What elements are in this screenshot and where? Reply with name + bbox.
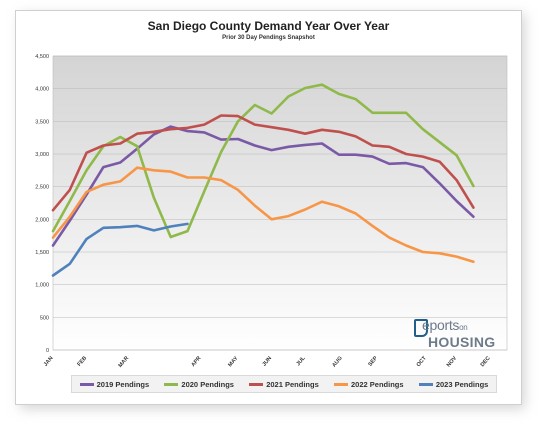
x-tick-label: AUG bbox=[331, 355, 343, 368]
gridlines bbox=[53, 55, 507, 351]
legend-item: 2021 Pendings bbox=[249, 380, 319, 389]
legend-item: 2023 Pendings bbox=[418, 379, 489, 389]
reports-on-housing-logo: eportson HOUSING bbox=[414, 317, 514, 357]
logo-line2: HOUSING bbox=[428, 334, 496, 350]
legend-swatch bbox=[164, 382, 179, 386]
y-tick-label: 1,000 bbox=[35, 283, 49, 289]
chart-title: San Diego County Demand Year Over Year bbox=[147, 19, 390, 33]
x-tick-label: DEC bbox=[480, 355, 492, 368]
series-line bbox=[51, 166, 475, 264]
legend-label: 2020 Pendings bbox=[181, 379, 234, 389]
y-tick-label: 3,000 bbox=[35, 152, 49, 158]
x-tick-label: JAN bbox=[43, 355, 55, 367]
chart-legend: 2019 Pendings 2020 Pendings 2021 Pendings 2… bbox=[71, 375, 497, 393]
plot-area bbox=[52, 55, 508, 351]
series-line bbox=[51, 222, 189, 277]
y-tick-label: 4,000 bbox=[35, 87, 49, 93]
legend-swatch bbox=[418, 382, 433, 386]
x-tick-label: MAR bbox=[118, 355, 131, 368]
series-line bbox=[51, 125, 475, 247]
x-axis: JAN FEB MAR APR MAY JUN JUL AUG SEP OCT NOV DEC bbox=[43, 355, 492, 369]
chart-card: San Diego County Demand Year Over Year P… bbox=[15, 10, 522, 405]
y-tick-label: 1,500 bbox=[35, 250, 49, 256]
series-lines bbox=[51, 83, 475, 277]
y-tick-label: 0 bbox=[46, 348, 49, 354]
y-tick-label: 3,500 bbox=[35, 119, 49, 125]
legend-item: 2019 Pendings bbox=[79, 379, 150, 389]
x-tick-label: FEB bbox=[76, 355, 88, 367]
legend-label: 2019 Pendings bbox=[96, 379, 150, 389]
legend-swatch bbox=[79, 382, 94, 386]
legend-item: 2022 Pendings bbox=[334, 380, 404, 389]
legend-swatch bbox=[249, 382, 264, 386]
y-axis: 0 500 1,000 1,500 2,000 2,500 3,000 3,500 4,000 4… bbox=[35, 54, 49, 354]
r-logo-mark bbox=[414, 319, 428, 337]
legend-label: 2023 Pendings bbox=[435, 379, 489, 389]
y-tick-label: 500 bbox=[40, 315, 49, 321]
y-tick-label: 4,500 bbox=[35, 54, 49, 60]
x-tick-label: SEP bbox=[367, 355, 379, 368]
y-tick-label: 2,500 bbox=[35, 185, 49, 191]
legend-swatch bbox=[334, 382, 349, 386]
series-line bbox=[51, 83, 475, 239]
x-tick-label: APR bbox=[190, 355, 202, 368]
legend-label: 2021 Pendings bbox=[266, 379, 319, 389]
logo-line1: eportson bbox=[422, 317, 468, 333]
x-tick-label: JUL bbox=[295, 355, 307, 367]
chart-subtitle: Prior 30 Day Pendings Snapshot bbox=[222, 35, 315, 41]
series-line bbox=[51, 114, 475, 212]
x-tick-label: JUN bbox=[261, 355, 273, 367]
line-chart: 0 500 1,000 1,500 2,000 2,500 3,000 3,500 4,000 4… bbox=[35, 54, 508, 369]
y-tick-label: 2,000 bbox=[35, 217, 49, 223]
legend-label: 2022 Pendings bbox=[351, 379, 404, 389]
legend-item: 2020 Pendings bbox=[164, 380, 234, 389]
x-tick-label: NOV bbox=[446, 355, 458, 368]
x-tick-label: MAY bbox=[227, 355, 239, 368]
